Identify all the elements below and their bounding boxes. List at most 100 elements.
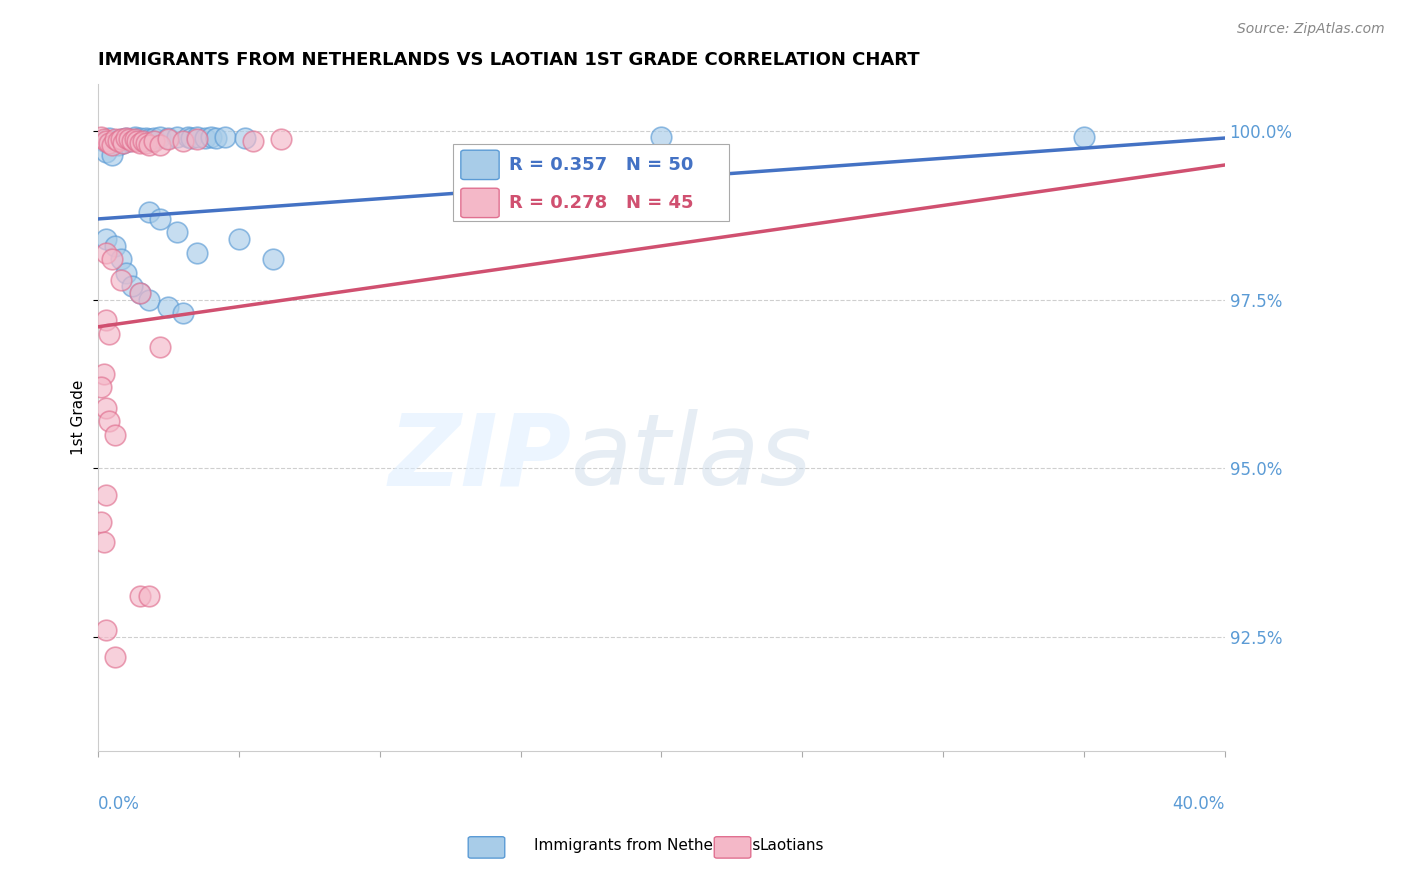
Point — [110, 252, 132, 267]
FancyBboxPatch shape — [453, 145, 728, 221]
Text: R = 0.278   N = 45: R = 0.278 N = 45 — [509, 194, 693, 212]
Text: Laotians: Laotians — [759, 838, 824, 853]
Point — [233, 131, 256, 145]
Point — [115, 131, 138, 145]
Point — [143, 131, 166, 145]
Point — [124, 132, 146, 146]
Point — [228, 232, 250, 246]
Text: ZIP: ZIP — [388, 409, 571, 507]
Point — [166, 226, 188, 240]
Point — [129, 590, 152, 604]
Point — [110, 272, 132, 286]
Point — [132, 135, 155, 149]
Point — [129, 286, 152, 301]
Point — [93, 535, 115, 549]
Point — [262, 252, 284, 267]
Point — [186, 245, 208, 260]
Text: R = 0.357   N = 50: R = 0.357 N = 50 — [509, 156, 693, 174]
Point — [172, 135, 194, 149]
Point — [172, 306, 194, 320]
Point — [115, 266, 138, 280]
Point — [115, 131, 138, 145]
Point — [180, 131, 202, 145]
Point — [104, 132, 127, 146]
Point — [129, 131, 152, 145]
Point — [98, 136, 121, 151]
Point — [104, 650, 127, 665]
Point — [138, 205, 160, 219]
Point — [96, 232, 118, 246]
Point — [101, 252, 124, 267]
Point — [138, 132, 160, 146]
Point — [157, 131, 180, 145]
Point — [129, 286, 152, 301]
Point — [96, 623, 118, 637]
Point — [112, 136, 135, 151]
Point — [149, 340, 172, 354]
Point — [96, 313, 118, 327]
Text: Immigrants from Netherlands: Immigrants from Netherlands — [534, 838, 761, 853]
Point — [98, 414, 121, 428]
Point — [93, 132, 115, 146]
Point — [129, 136, 152, 151]
Point — [149, 211, 172, 226]
Point — [104, 135, 127, 149]
Point — [157, 132, 180, 146]
Text: Source: ZipAtlas.com: Source: ZipAtlas.com — [1237, 22, 1385, 37]
Point — [132, 135, 155, 149]
Point — [200, 129, 222, 144]
Point — [149, 137, 172, 152]
Point — [96, 488, 118, 502]
Point — [149, 129, 172, 144]
Text: IMMIGRANTS FROM NETHERLANDS VS LAOTIAN 1ST GRADE CORRELATION CHART: IMMIGRANTS FROM NETHERLANDS VS LAOTIAN 1… — [98, 51, 920, 69]
Point — [96, 401, 118, 415]
Point — [93, 135, 115, 149]
Point — [157, 300, 180, 314]
Point — [186, 129, 208, 144]
Point — [90, 129, 112, 144]
Point — [96, 145, 118, 159]
Text: 40.0%: 40.0% — [1173, 796, 1225, 814]
Point — [107, 137, 129, 152]
Point — [104, 239, 127, 253]
Text: 0.0%: 0.0% — [98, 796, 141, 814]
Point — [127, 135, 149, 149]
Point — [110, 132, 132, 146]
Point — [138, 137, 160, 152]
Point — [135, 131, 157, 145]
Point — [96, 245, 118, 260]
Point — [101, 137, 124, 152]
Y-axis label: 1st Grade: 1st Grade — [72, 380, 86, 456]
Point — [141, 135, 163, 149]
Point — [177, 129, 200, 144]
Point — [112, 136, 135, 151]
Point — [270, 132, 292, 146]
Point — [650, 129, 672, 144]
Point — [96, 135, 118, 149]
Point — [166, 129, 188, 144]
Point — [121, 135, 143, 149]
Point — [214, 129, 236, 144]
Point — [138, 590, 160, 604]
Text: atlas: atlas — [571, 409, 813, 507]
Point — [98, 326, 121, 341]
Point — [124, 129, 146, 144]
Point — [205, 131, 228, 145]
Point — [93, 367, 115, 381]
Point — [98, 131, 121, 145]
Point — [90, 380, 112, 394]
Point — [127, 132, 149, 146]
Point — [186, 132, 208, 146]
Point — [242, 135, 264, 149]
FancyBboxPatch shape — [461, 188, 499, 218]
Point — [118, 135, 141, 149]
Point — [194, 131, 217, 145]
FancyBboxPatch shape — [461, 150, 499, 179]
Point — [104, 427, 127, 442]
Point — [1073, 129, 1095, 144]
Point — [143, 135, 166, 149]
Point — [110, 132, 132, 146]
Point — [121, 132, 143, 146]
Point — [135, 136, 157, 151]
Point — [90, 516, 112, 530]
